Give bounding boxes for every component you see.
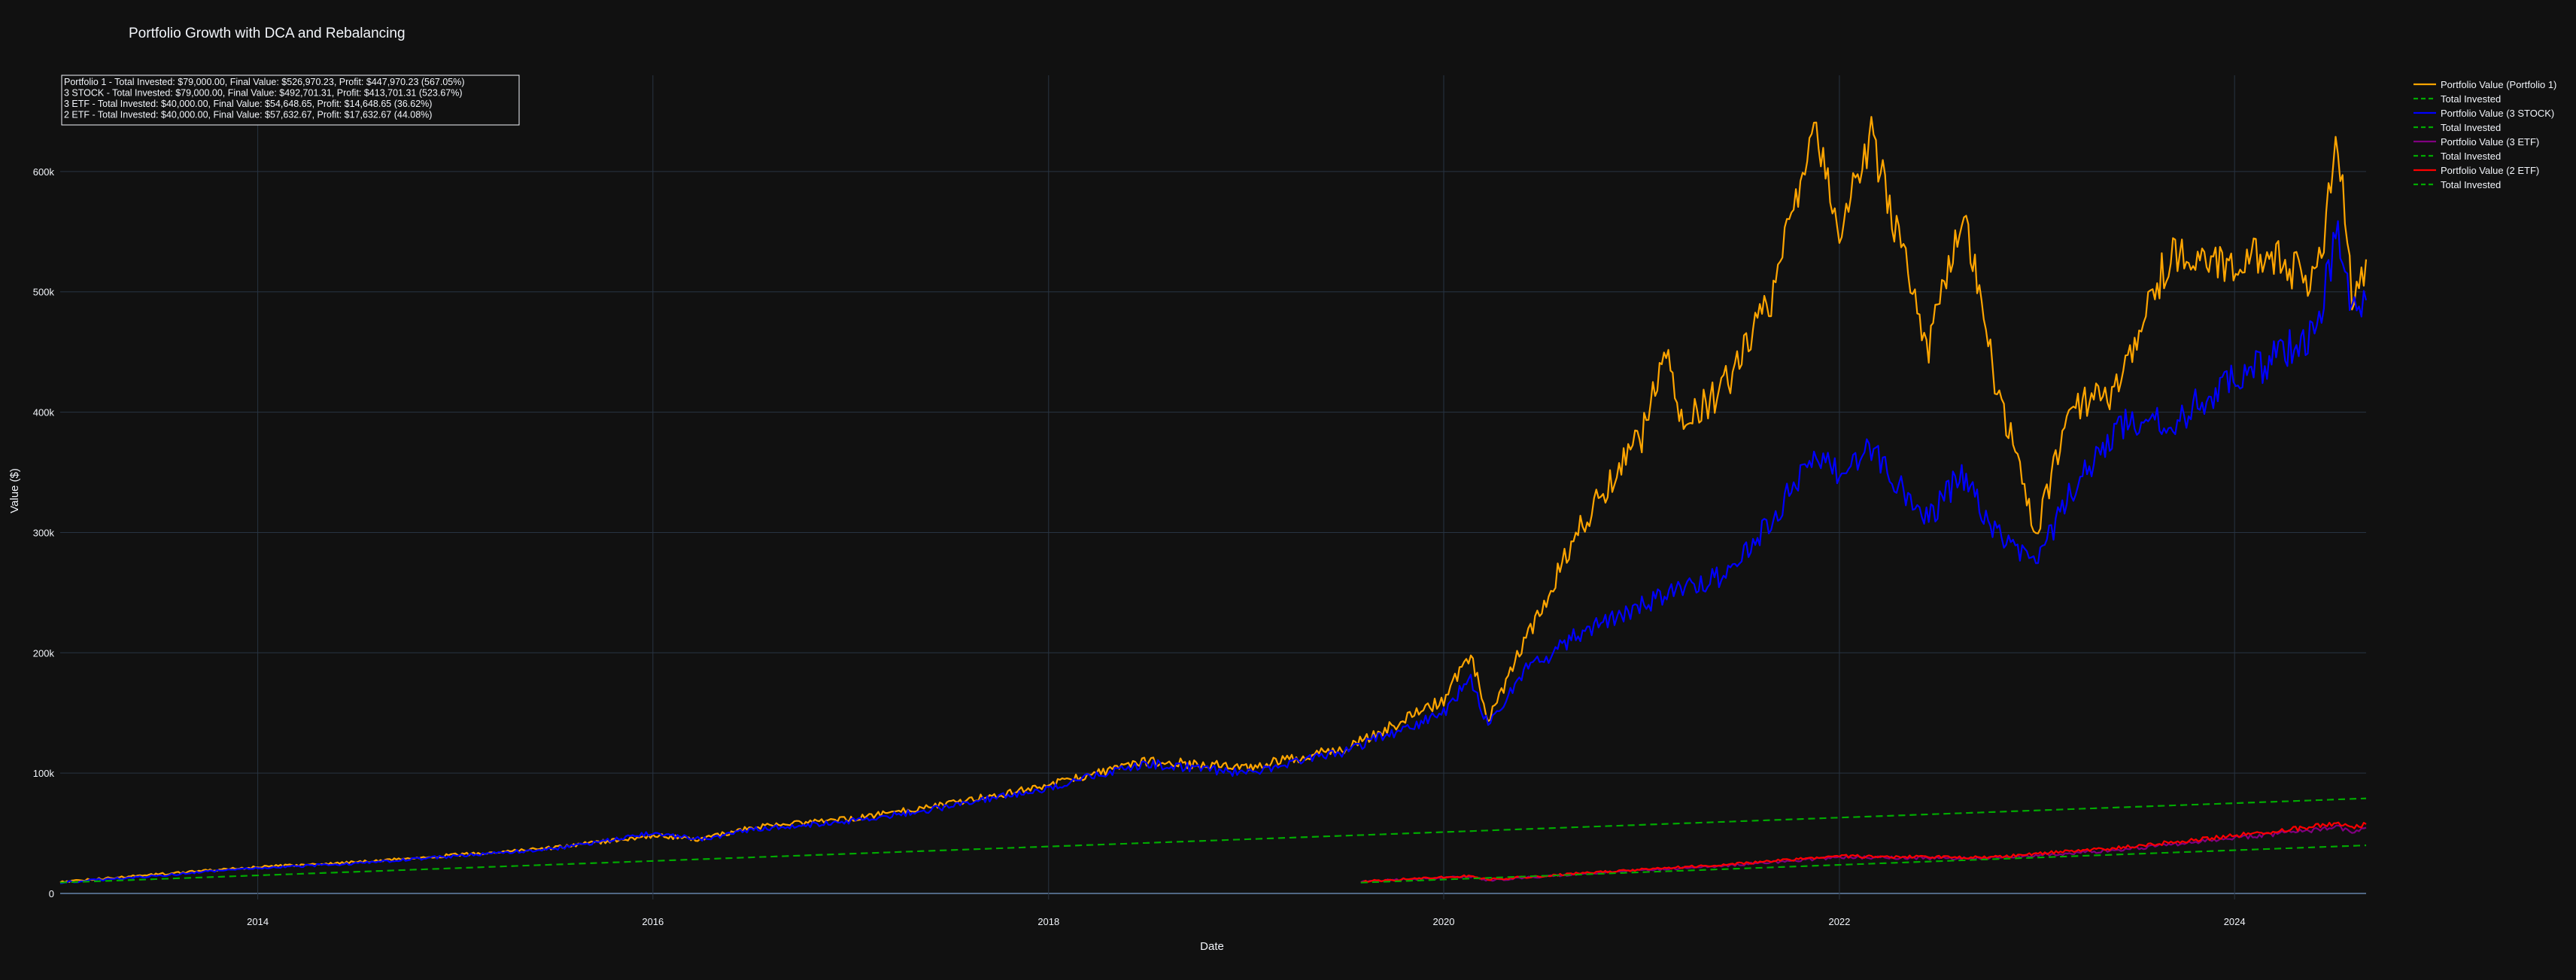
annotation-line: 3 STOCK - Total Invested: $79,000.00, Fi… bbox=[64, 88, 463, 99]
legend-item[interactable]: Portfolio Value (Portfolio 1) bbox=[2413, 79, 2556, 90]
legend-label: Portfolio Value (3 STOCK) bbox=[2441, 108, 2554, 119]
legend-item[interactable]: Total Invested bbox=[2413, 122, 2501, 133]
legend-item[interactable]: Portfolio Value (2 ETF) bbox=[2413, 165, 2539, 176]
legend[interactable]: Portfolio Value (Portfolio 1) Total Inves… bbox=[2413, 79, 2556, 190]
annotation-box: Portfolio 1 - Total Invested: $79,000.00… bbox=[61, 75, 520, 126]
grid-layer bbox=[60, 75, 2366, 899]
y-tick-label: 400k bbox=[33, 407, 55, 418]
y-tick-label: 600k bbox=[33, 166, 55, 178]
legend-label: Total Invested bbox=[2441, 179, 2501, 190]
axis-layer: 0 100k 200k 300k 400k 500k 600k 2014 2016 2018 202… bbox=[33, 166, 2246, 927]
x-tick-label: 2018 bbox=[1037, 916, 1059, 927]
legend-item[interactable]: Portfolio Value (3 STOCK) bbox=[2413, 108, 2554, 119]
series-line bbox=[59, 116, 2368, 884]
y-tick-label: 500k bbox=[33, 287, 55, 298]
legend-label: Portfolio Value (Portfolio 1) bbox=[2441, 79, 2556, 90]
legend-item[interactable]: Total Invested bbox=[2413, 179, 2501, 190]
series-layer bbox=[59, 116, 2368, 884]
legend-label: Portfolio Value (3 ETF) bbox=[2441, 136, 2539, 148]
x-axis-title: Date bbox=[1200, 940, 1224, 953]
legend-label: Portfolio Value (2 ETF) bbox=[2441, 165, 2539, 176]
y-tick-label: 100k bbox=[33, 768, 55, 779]
y-tick-label: 300k bbox=[33, 527, 55, 538]
y-axis-title: Value ($) bbox=[8, 468, 21, 513]
y-tick-label: 0 bbox=[49, 888, 54, 899]
legend-item[interactable]: Portfolio Value (3 ETF) bbox=[2413, 136, 2539, 148]
x-tick-label: 2020 bbox=[1433, 916, 1455, 927]
x-tick-label: 2022 bbox=[1828, 916, 1850, 927]
x-tick-label: 2014 bbox=[247, 916, 269, 927]
series-line bbox=[1360, 845, 2367, 884]
series-line bbox=[1360, 821, 2367, 884]
annotation-line: 2 ETF - Total Invested: $40,000.00, Fina… bbox=[64, 110, 432, 120]
x-tick-label: 2024 bbox=[2224, 916, 2246, 927]
x-tick-label: 2016 bbox=[642, 916, 664, 927]
legend-label: Total Invested bbox=[2441, 93, 2501, 105]
annotation-line: Portfolio 1 - Total Invested: $79,000.00… bbox=[64, 77, 465, 87]
annotation-line: 3 ETF - Total Invested: $40,000.00, Fina… bbox=[64, 99, 432, 109]
legend-label: Total Invested bbox=[2441, 151, 2501, 162]
legend-item[interactable]: Total Invested bbox=[2413, 93, 2501, 105]
legend-item[interactable]: Total Invested bbox=[2413, 151, 2501, 162]
chart-title: Portfolio Growth with DCA and Rebalancin… bbox=[129, 26, 406, 41]
series-line bbox=[59, 220, 2368, 884]
series-line bbox=[59, 797, 2367, 884]
y-tick-label: 200k bbox=[33, 647, 55, 659]
legend-label: Total Invested bbox=[2441, 122, 2501, 133]
annotation-frame bbox=[61, 75, 520, 126]
